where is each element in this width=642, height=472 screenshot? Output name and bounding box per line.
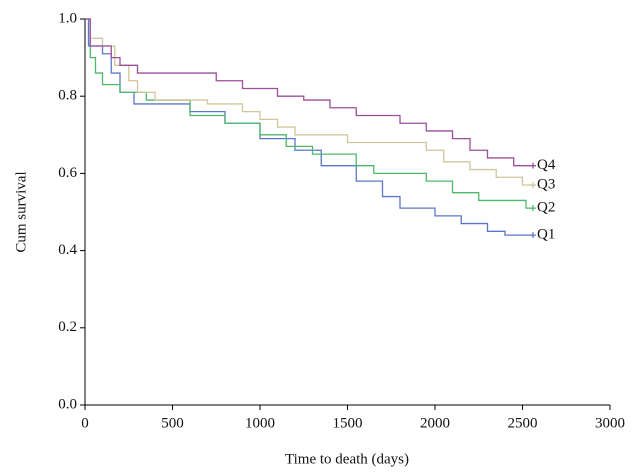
x-tick-label: 2000 — [420, 415, 450, 431]
y-tick-label: 0.0 — [58, 396, 77, 412]
censor-mark — [530, 232, 536, 239]
series-label: Q3 — [537, 176, 555, 192]
series-label: Q1 — [537, 227, 555, 243]
y-tick-label: 0.8 — [58, 88, 77, 104]
survival-line — [85, 18, 533, 236]
y-tick-label: 0.6 — [58, 165, 77, 181]
x-tick-label: 2500 — [508, 415, 538, 431]
y-tick-label: 1.0 — [58, 10, 77, 26]
survival-line — [85, 18, 533, 186]
y-tick-label: 0.2 — [58, 319, 77, 335]
y-axis-label: Cum survival — [13, 171, 29, 252]
x-tick-label: 0 — [81, 415, 89, 431]
x-tick-label: 500 — [161, 415, 184, 431]
x-tick-label: 1000 — [245, 415, 275, 431]
survival-line — [85, 18, 533, 167]
x-axis-label: Time to death (days) — [285, 451, 409, 467]
series-label: Q2 — [537, 200, 555, 216]
censor-mark — [530, 162, 536, 169]
censor-mark — [530, 205, 536, 212]
survival-line — [85, 18, 533, 209]
series-label: Q4 — [537, 157, 556, 173]
censor-mark — [530, 181, 536, 188]
x-tick-label: 3000 — [595, 415, 625, 431]
x-tick-label: 1500 — [333, 415, 363, 431]
y-tick-label: 0.4 — [58, 242, 77, 258]
